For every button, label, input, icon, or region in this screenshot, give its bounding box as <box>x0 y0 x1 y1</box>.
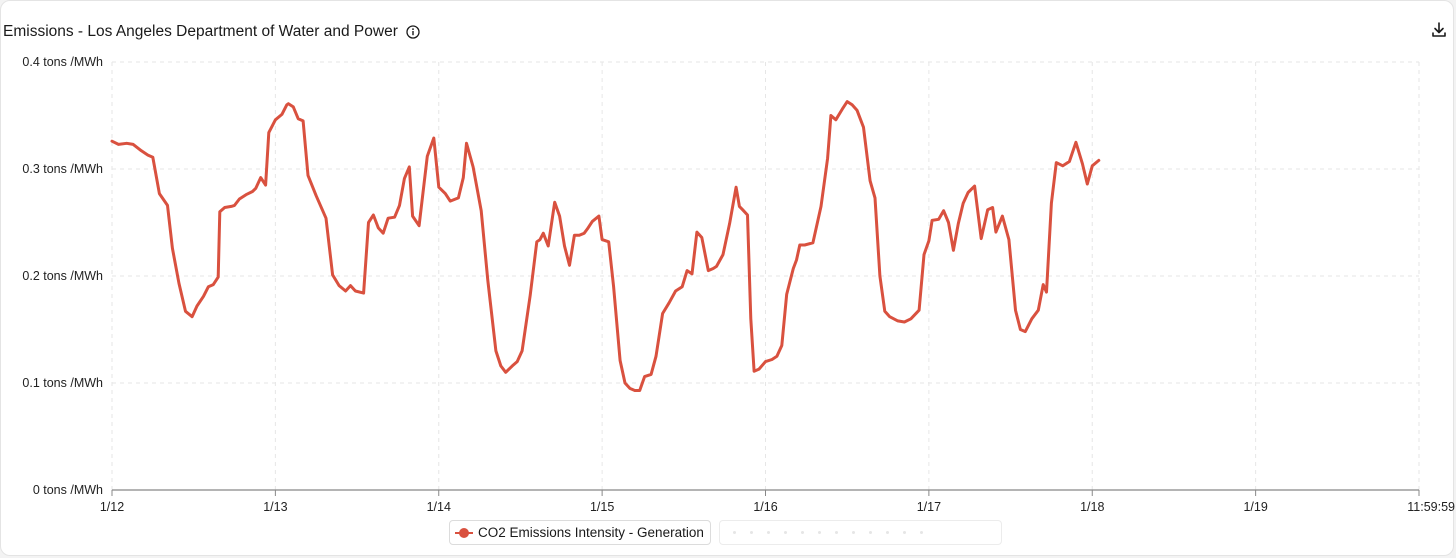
x-tick-label: 1/15 <box>590 500 614 514</box>
chart-header: Emissions - Los Angeles Department of Wa… <box>3 23 420 41</box>
y-axis: 0 tons /MWh 0.1 tons /MWh 0.2 tons /MWh 0.3… <box>22 55 103 497</box>
x-tick-label: 1/16 <box>753 500 777 514</box>
y-tick-label: 0.4 tons /MWh <box>22 55 103 69</box>
chart-gridlines <box>111 61 1420 490</box>
x-tick-label: 1/14 <box>427 500 451 514</box>
y-tick-label: 0 tons /MWh <box>33 483 103 497</box>
x-tick-label: 1/13 <box>263 500 287 514</box>
legend-marker-icon <box>455 527 473 538</box>
co2-intensity-line[interactable] <box>110 100 1101 392</box>
y-tick-label: 0.3 tons /MWh <box>22 162 103 176</box>
x-axis: 1/12 1/13 1/14 1/15 1/16 1/17 1/18 1/19 11:59:59 <box>100 489 1455 514</box>
line-chart[interactable]: 0 tons /MWh 0.1 tons /MWh 0.2 tons /MWh 0.3… <box>1 1 1456 516</box>
x-tick-label: 1/12 <box>100 500 124 514</box>
legend-label: CO2 Emissions Intensity - Generation <box>478 525 704 540</box>
redacted-label <box>725 531 923 534</box>
chart-title: Emissions - Los Angeles Department of Wa… <box>3 23 398 40</box>
x-tick-label: 1/17 <box>917 500 941 514</box>
x-tick-label: 1/18 <box>1080 500 1104 514</box>
y-tick-label: 0.1 tons /MWh <box>22 376 103 390</box>
info-icon[interactable] <box>406 25 420 39</box>
legend-item-redacted[interactable] <box>718 520 1002 545</box>
legend-item-co2-intensity[interactable]: CO2 Emissions Intensity - Generation <box>449 520 711 545</box>
chart-legend: CO2 Emissions Intensity - Generation <box>449 520 1002 545</box>
y-tick-label: 0.2 tons /MWh <box>22 269 103 283</box>
download-icon[interactable] <box>1430 21 1448 39</box>
x-tick-label: 11:59:59 <box>1407 500 1455 514</box>
x-tick-label: 1/19 <box>1243 500 1267 514</box>
